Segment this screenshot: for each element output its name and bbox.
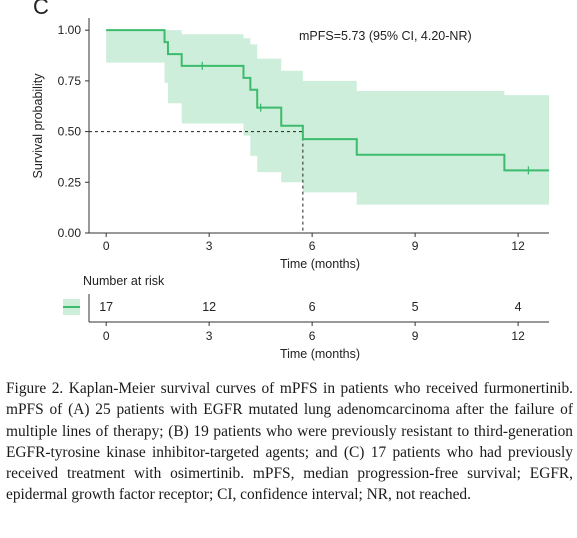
y-tick-label: 1.00 xyxy=(58,23,82,37)
survival-plot: 0.00 0.25 0.50 0.75 1.00 0 3 6 9 12 Survival pro… xyxy=(31,18,549,271)
risk-count: 12 xyxy=(202,300,216,314)
chart-annotation: mPFS=5.73 (95% CI, 4.20-NR) xyxy=(299,29,472,43)
risk-x-tick-label: 0 xyxy=(103,329,110,343)
risk-table-title: Number at risk xyxy=(83,274,165,288)
risk-x-tick-label: 3 xyxy=(206,329,213,343)
y-tick-label: 0.25 xyxy=(58,175,82,189)
risk-count: 6 xyxy=(309,300,316,314)
risk-count: 17 xyxy=(99,300,113,314)
y-tick-label: 0.50 xyxy=(58,125,82,139)
risk-counts: 17 12 6 5 4 xyxy=(99,300,521,314)
y-axis-label: Survival probability xyxy=(31,73,45,179)
risk-x-axis-ticks: 0 3 6 9 12 xyxy=(103,322,525,343)
risk-x-tick-label: 9 xyxy=(412,329,419,343)
panel-label: C xyxy=(33,0,49,19)
risk-x-tick-label: 6 xyxy=(309,329,316,343)
risk-count: 5 xyxy=(412,300,419,314)
x-tick-label: 3 xyxy=(206,239,213,253)
risk-legend-key xyxy=(63,299,80,315)
risk-x-tick-label: 12 xyxy=(511,329,525,343)
x-tick-label: 9 xyxy=(412,239,419,253)
figure-caption: Figure 2. Kaplan-Meier survival curves o… xyxy=(6,380,573,504)
y-tick-label: 0.00 xyxy=(58,226,82,240)
survival-curve xyxy=(106,29,549,172)
risk-x-axis-label: Time (months) xyxy=(280,347,360,361)
confidence-band xyxy=(106,30,549,205)
x-tick-label: 12 xyxy=(511,239,525,253)
median-reference-lines xyxy=(89,131,304,233)
x-tick-label: 0 xyxy=(103,239,110,253)
y-tick-label: 0.75 xyxy=(58,74,82,88)
x-axis-label: Time (months) xyxy=(280,257,360,271)
y-axis-ticks: 0.00 0.25 0.50 0.75 1.00 xyxy=(58,23,89,240)
risk-count: 4 xyxy=(515,300,522,314)
risk-table: Number at risk 17 12 6 5 4 0 3 6 9 12 Time (mont… xyxy=(63,274,549,361)
x-axis-ticks: 0 3 6 9 12 xyxy=(103,233,525,253)
x-tick-label: 6 xyxy=(309,239,316,253)
censor-marks xyxy=(201,61,530,175)
